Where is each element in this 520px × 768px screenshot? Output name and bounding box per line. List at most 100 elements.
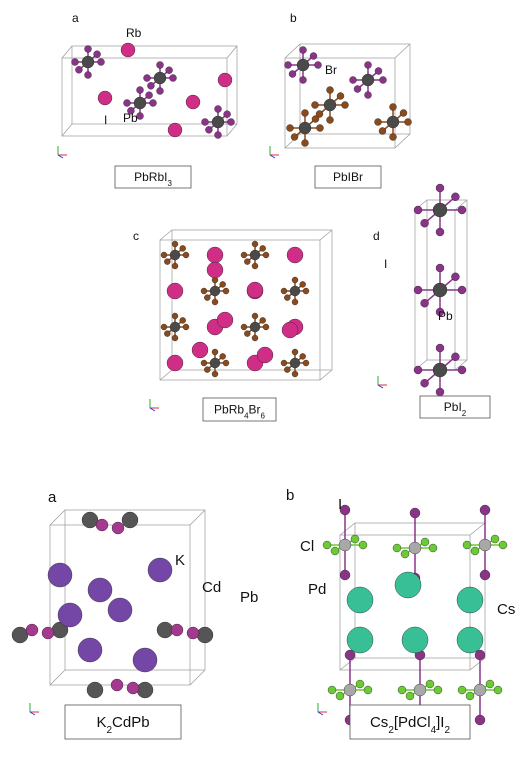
cell-edge [160,370,172,380]
atom [302,140,309,147]
atom [339,539,351,551]
atom [252,335,258,341]
atom [247,282,263,298]
atom [494,686,502,694]
atom [351,535,359,543]
atom [354,86,361,93]
panel-letter: b [286,487,294,504]
atom [317,125,324,132]
atom [331,547,339,555]
atom [183,324,189,330]
atom [375,68,382,75]
panel-letter: b [290,11,297,25]
atom [350,77,357,84]
atom [201,288,207,294]
atom [287,125,294,132]
atom [108,598,132,622]
atom [284,295,290,301]
atom [98,91,112,105]
atom [161,324,167,330]
atom [204,367,210,373]
atom [124,100,131,107]
atom [244,259,250,265]
caption-subscript: 6 [261,411,266,420]
atom [167,355,183,371]
figure: aRbIPbPbRbI3bBrPbIBrcPbRb4Br6dIPbPbI2aKC… [0,0,520,763]
atom [223,360,229,366]
caption-text: CdPb [112,714,150,731]
atom [300,47,307,54]
atom [290,286,300,296]
atom [451,273,459,281]
atom [187,627,199,639]
caption-text: PbRb [214,403,244,417]
atom [127,682,139,694]
atom [463,541,471,549]
atom [111,679,123,691]
atom [328,686,336,694]
atom [303,360,309,366]
atom [172,263,178,269]
atom [252,313,258,319]
atom [241,252,247,258]
cell-edge [320,370,332,380]
atom [157,62,164,69]
structures [12,43,507,725]
caption-text: ]I [436,714,444,731]
atom [292,371,298,377]
atom [207,262,223,278]
atom [409,542,421,554]
atom [215,132,222,139]
atom [433,203,447,217]
atom [406,692,414,700]
atom [421,379,429,387]
atom [410,508,420,518]
atom [201,360,207,366]
atom [133,648,157,672]
atom [154,72,166,84]
atom [172,241,178,247]
atom [220,281,226,287]
atom [85,72,92,79]
atom [241,324,247,330]
caption-text: K [96,714,106,731]
atom-label: Pd [308,581,326,598]
atom [436,228,444,236]
atom [75,66,82,73]
atom [480,505,490,515]
atom [164,259,170,265]
atom-label: I [104,113,107,127]
atom [96,519,108,531]
atom [362,74,374,86]
atom [244,331,250,337]
atom [212,299,218,305]
atom [197,627,213,643]
cell-edge [427,200,467,360]
atom [285,62,292,69]
atom [164,331,170,337]
atom [433,283,447,297]
atom [252,263,258,269]
atom [390,134,397,141]
atom [436,184,444,192]
atom [414,684,426,696]
atom [380,77,387,84]
atom [414,366,422,374]
atom [204,295,210,301]
atom [157,88,164,95]
atom [315,62,322,69]
atom [426,680,434,688]
atom [395,572,421,598]
atom [359,541,367,549]
atom [192,342,208,358]
atom [398,686,406,694]
atom [458,286,466,294]
panel-letter: c [133,229,139,243]
atom-label: Cd [202,579,221,596]
panel-letter: a [72,11,79,25]
atom [85,46,92,53]
atom [87,682,103,698]
atom [167,283,183,299]
atom [379,128,386,135]
atom [291,134,298,141]
